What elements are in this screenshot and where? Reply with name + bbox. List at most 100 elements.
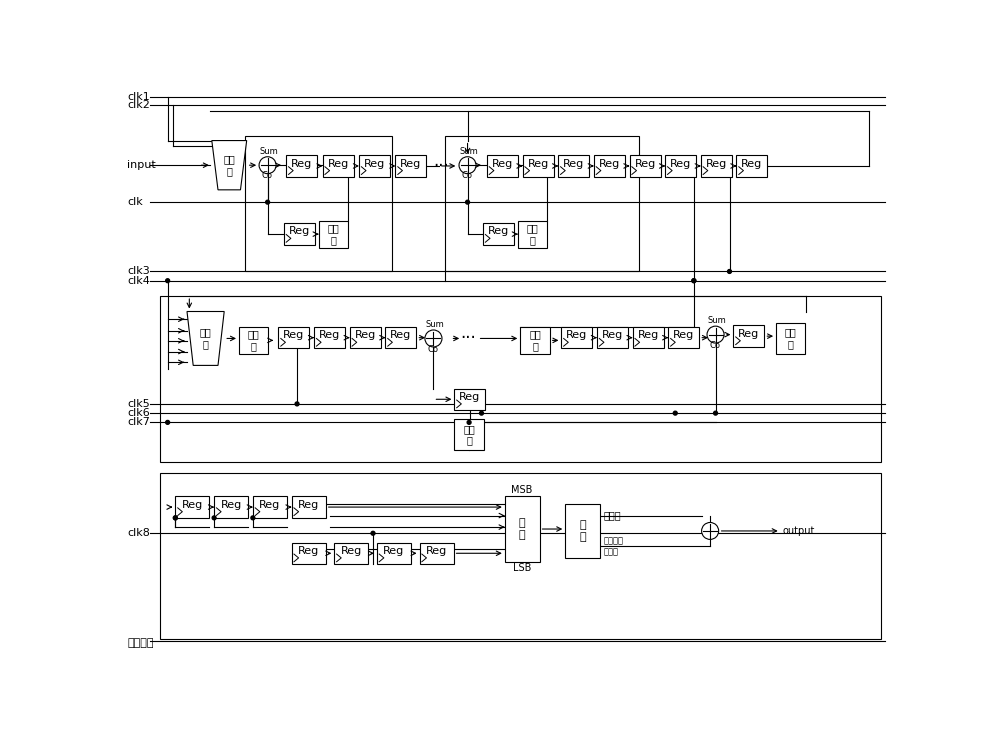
- Circle shape: [728, 270, 731, 273]
- Bar: [505, 496, 540, 562]
- Text: Co: Co: [709, 341, 720, 350]
- Bar: [561, 327, 592, 348]
- Text: 选择
器: 选择 器: [200, 328, 211, 349]
- Circle shape: [173, 516, 177, 520]
- Bar: [239, 327, 268, 354]
- Circle shape: [707, 326, 724, 343]
- Bar: [214, 496, 248, 518]
- Circle shape: [295, 402, 299, 406]
- Text: Reg: Reg: [364, 159, 385, 168]
- Bar: [334, 542, 368, 564]
- Circle shape: [371, 531, 375, 535]
- Text: Sum: Sum: [260, 147, 279, 156]
- Text: Reg: Reg: [221, 500, 242, 510]
- Bar: [292, 542, 326, 564]
- Bar: [558, 155, 589, 176]
- Bar: [245, 136, 392, 270]
- Text: Reg: Reg: [355, 330, 376, 340]
- Text: 片
选: 片 选: [579, 520, 586, 542]
- Bar: [518, 220, 547, 248]
- Text: Reg: Reg: [298, 546, 319, 556]
- Text: 舍位最高
有效位: 舍位最高 有效位: [604, 537, 624, 556]
- Bar: [286, 155, 317, 176]
- Text: 抽取因子: 抽取因子: [127, 637, 154, 648]
- Text: clk2: clk2: [127, 100, 150, 110]
- Bar: [319, 220, 348, 248]
- Text: Reg: Reg: [383, 546, 405, 556]
- Polygon shape: [212, 140, 247, 190]
- Text: Reg: Reg: [527, 159, 549, 168]
- Circle shape: [702, 523, 719, 539]
- Text: Reg: Reg: [673, 330, 694, 340]
- Bar: [633, 327, 664, 348]
- Text: Reg: Reg: [400, 159, 422, 168]
- Text: clk4: clk4: [127, 276, 150, 286]
- Bar: [377, 542, 411, 564]
- Circle shape: [673, 411, 677, 415]
- Text: Reg: Reg: [426, 546, 447, 556]
- Text: Reg: Reg: [182, 500, 203, 510]
- Text: Reg: Reg: [492, 159, 513, 168]
- Bar: [350, 327, 381, 348]
- Text: Reg: Reg: [638, 330, 659, 340]
- Text: Sum: Sum: [426, 320, 444, 329]
- Text: Reg: Reg: [283, 330, 305, 340]
- Circle shape: [266, 200, 270, 204]
- Bar: [776, 323, 805, 354]
- Text: Reg: Reg: [741, 159, 763, 168]
- Text: clk: clk: [127, 197, 143, 207]
- Bar: [278, 327, 309, 348]
- Text: Reg: Reg: [319, 330, 340, 340]
- Bar: [160, 473, 881, 639]
- Text: input: input: [127, 160, 156, 171]
- Text: 选择
器: 选择 器: [223, 154, 235, 176]
- Circle shape: [459, 157, 476, 173]
- Polygon shape: [187, 312, 224, 365]
- Circle shape: [467, 420, 471, 424]
- Text: Reg: Reg: [566, 330, 587, 340]
- Text: 非逻
辑: 非逻 辑: [529, 329, 541, 351]
- Text: Reg: Reg: [289, 226, 310, 237]
- Text: ···: ···: [460, 329, 476, 348]
- Text: Sum: Sum: [460, 147, 479, 156]
- Text: Reg: Reg: [634, 159, 656, 168]
- Bar: [733, 326, 764, 347]
- Bar: [454, 389, 485, 410]
- Text: 与逻
辑: 与逻 辑: [328, 223, 339, 245]
- Bar: [395, 155, 426, 176]
- Bar: [594, 155, 625, 176]
- Text: Reg: Reg: [670, 159, 691, 168]
- Circle shape: [425, 330, 442, 347]
- Text: output: output: [783, 526, 815, 536]
- Text: Reg: Reg: [706, 159, 727, 168]
- Text: Co: Co: [261, 171, 272, 180]
- Text: Reg: Reg: [328, 159, 349, 168]
- Text: Sum: Sum: [708, 316, 727, 325]
- Bar: [668, 327, 699, 348]
- Circle shape: [714, 411, 717, 415]
- Bar: [630, 155, 661, 176]
- Circle shape: [212, 516, 216, 520]
- Bar: [597, 327, 628, 348]
- Bar: [284, 223, 315, 245]
- Text: ···: ···: [433, 157, 449, 175]
- Bar: [665, 155, 696, 176]
- Text: Reg: Reg: [599, 159, 620, 168]
- Text: Reg: Reg: [298, 500, 319, 510]
- Circle shape: [166, 279, 170, 283]
- Text: 或逻
辑: 或逻 辑: [463, 424, 475, 445]
- Text: 或逻
辑: 或逻 辑: [785, 328, 797, 349]
- Text: Reg: Reg: [259, 500, 281, 510]
- Text: clk1: clk1: [127, 93, 150, 102]
- Text: Co: Co: [427, 345, 438, 354]
- Text: Reg: Reg: [291, 159, 312, 168]
- Bar: [736, 155, 767, 176]
- Bar: [487, 155, 518, 176]
- Text: clk7: clk7: [127, 417, 150, 427]
- Bar: [523, 155, 554, 176]
- Text: clk6: clk6: [127, 408, 150, 418]
- Bar: [565, 504, 600, 558]
- Bar: [520, 327, 550, 354]
- Text: 保留位: 保留位: [604, 511, 622, 520]
- Bar: [292, 496, 326, 518]
